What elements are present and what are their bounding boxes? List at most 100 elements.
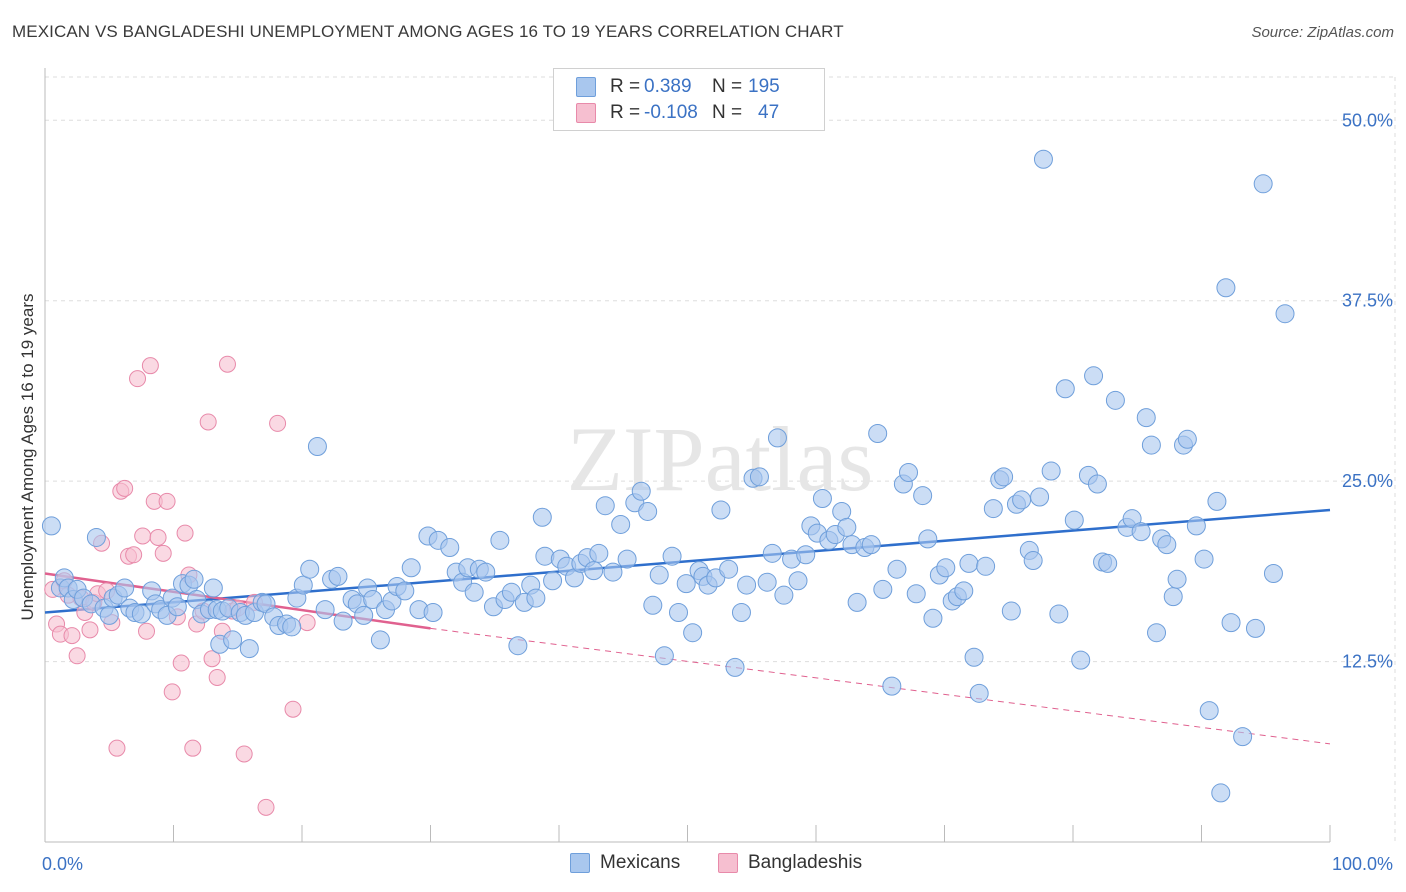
point-mexicans <box>131 604 151 624</box>
n-label: N = <box>712 76 743 97</box>
point-mexicans <box>526 588 546 608</box>
point-mexicans <box>1245 618 1265 638</box>
point-bangladeshis <box>154 544 172 562</box>
point-mexicans <box>1098 553 1118 573</box>
point-mexicans <box>395 581 415 601</box>
point-bangladeshis <box>203 650 221 668</box>
point-mexicans <box>873 579 893 599</box>
point-mexicans <box>964 647 984 667</box>
point-mexicans <box>812 488 832 508</box>
point-mexicans <box>936 558 956 578</box>
point-mexicans <box>1167 569 1187 589</box>
axes <box>44 68 1331 843</box>
point-mexicans <box>532 507 552 527</box>
point-mexicans <box>662 546 682 566</box>
point-mexicans <box>363 590 383 610</box>
point-mexicans <box>1275 304 1295 324</box>
point-bangladeshis <box>172 654 190 672</box>
point-mexicans <box>535 546 555 566</box>
point-mexicans <box>1163 587 1183 607</box>
point-mexicans <box>1147 623 1167 643</box>
point-mexicans <box>918 529 938 549</box>
x-tick-label: 0.0% <box>42 854 83 874</box>
point-bangladeshis <box>108 739 126 757</box>
point-mexicans <box>1049 604 1069 624</box>
point-mexicans <box>328 566 348 586</box>
point-mexicans <box>1023 551 1043 571</box>
point-mexicans <box>899 462 919 482</box>
point-mexicans <box>86 527 106 547</box>
legend-item-mexicans: Mexicans <box>570 852 680 874</box>
point-mexicans <box>354 605 374 625</box>
point-mexicans <box>767 428 787 448</box>
point-mexicans <box>115 578 135 598</box>
point-mexicans <box>41 516 61 536</box>
point-mexicans <box>282 617 302 637</box>
point-mexicans <box>762 543 782 563</box>
point-mexicans <box>1122 509 1142 529</box>
point-mexicans <box>543 571 563 591</box>
point-mexicans <box>239 639 259 659</box>
point-mexicans <box>440 538 460 558</box>
point-bangladeshis <box>163 683 181 701</box>
point-mexicans <box>490 530 510 550</box>
point-mexicans <box>719 559 739 579</box>
data-points <box>41 149 1295 816</box>
point-mexicans <box>1041 461 1061 481</box>
point-mexicans <box>99 605 119 625</box>
point-mexicans <box>649 565 669 585</box>
point-mexicans <box>315 600 335 620</box>
point-bangladeshis <box>68 647 86 665</box>
point-mexicans <box>643 595 663 615</box>
point-bangladeshis <box>134 527 152 545</box>
n-value: 47 <box>758 102 780 123</box>
point-bangladeshis <box>116 479 134 497</box>
point-mexicans <box>954 581 974 601</box>
point-mexicans <box>796 545 816 565</box>
point-mexicans <box>1216 278 1236 298</box>
point-mexicans <box>976 556 996 576</box>
point-mexicans <box>1207 491 1227 511</box>
point-mexicans <box>1157 535 1177 555</box>
point-bangladeshis <box>141 357 159 375</box>
point-mexicans <box>913 486 933 506</box>
point-bangladeshis <box>63 627 81 645</box>
legend-swatch-blue <box>570 853 590 873</box>
point-mexicans <box>757 572 777 592</box>
point-mexicans <box>725 657 745 677</box>
point-bangladeshis <box>284 700 302 718</box>
point-mexicans <box>683 623 703 643</box>
chart-title: MEXICAN VS BANGLADESHI UNEMPLOYMENT AMON… <box>12 22 844 41</box>
x-tick-label: 100.0% <box>1332 854 1393 874</box>
legend-label-mexicans: Mexicans <box>600 852 681 873</box>
point-mexicans <box>476 562 496 582</box>
series-legend: Mexicans Bangladeshis <box>0 852 1406 876</box>
point-mexicans <box>1001 601 1021 621</box>
legend-swatch-blue <box>576 77 596 97</box>
point-mexicans <box>464 582 484 602</box>
point-bangladeshis <box>138 622 156 640</box>
legend-label-bangladeshis: Bangladeshis <box>748 852 863 873</box>
r-value: -0.108 <box>644 102 698 123</box>
legend-swatch-pink <box>718 853 738 873</box>
point-bangladeshis <box>208 668 226 686</box>
point-bangladeshis <box>125 546 143 564</box>
point-mexicans <box>1055 379 1075 399</box>
point-bangladeshis <box>218 355 236 373</box>
point-mexicans <box>837 517 857 537</box>
point-mexicans <box>749 467 769 487</box>
point-mexicans <box>203 578 223 598</box>
point-mexicans <box>959 553 979 573</box>
point-mexicans <box>711 500 731 520</box>
point-mexicans <box>589 543 609 563</box>
point-mexicans <box>1199 701 1219 721</box>
point-mexicans <box>1136 408 1156 428</box>
point-mexicans <box>654 646 674 666</box>
y-tick-label: 50.0% <box>1342 110 1393 130</box>
y-tick-label: 37.5% <box>1342 291 1393 311</box>
point-mexicans <box>906 584 926 604</box>
point-mexicans <box>370 630 390 650</box>
point-mexicans <box>1263 564 1283 584</box>
point-mexicans <box>1233 727 1253 747</box>
point-mexicans <box>631 481 651 501</box>
